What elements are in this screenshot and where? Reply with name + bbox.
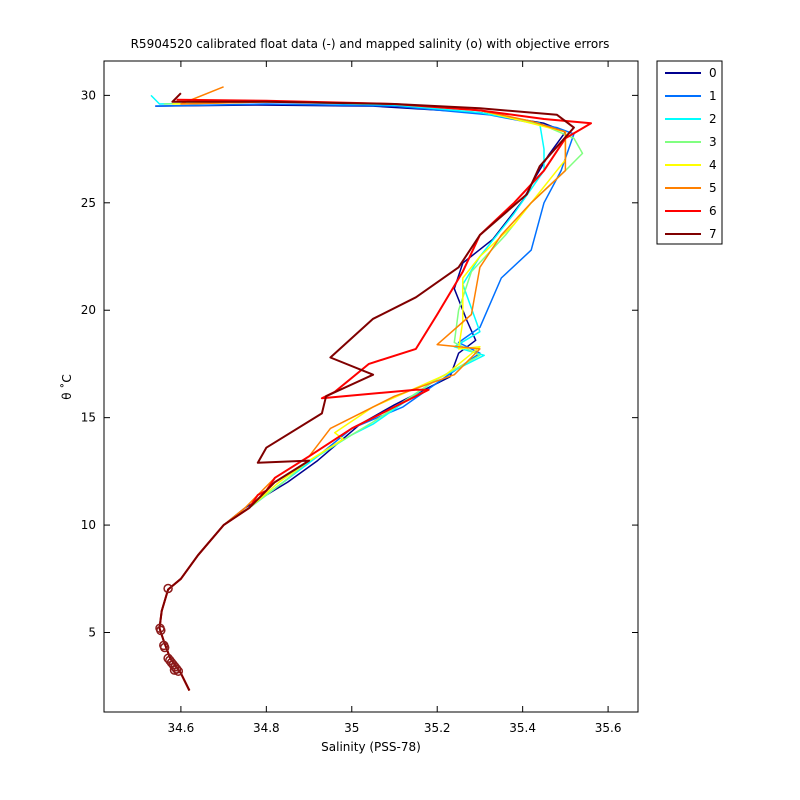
series-line-0 — [155, 104, 567, 691]
series-line-3 — [158, 101, 584, 691]
x-tick-label: 35.6 — [595, 721, 622, 735]
legend-label-0: 0 — [709, 66, 717, 80]
x-axis: 34.6 34.8 35 35.2 35.4 35.6 — [168, 61, 622, 735]
y-tick-label: 5 — [88, 626, 96, 640]
y-tick-label: 15 — [81, 411, 96, 425]
x-tick-label: 35 — [344, 721, 359, 735]
y-tick-label: 20 — [81, 303, 96, 317]
x-tick-label: 35.2 — [424, 721, 451, 735]
legend: 0 1 2 3 4 5 6 7 — [656, 60, 723, 245]
series-line-1 — [155, 103, 575, 691]
legend-label-4: 4 — [709, 158, 717, 172]
legend-label-7: 7 — [709, 227, 717, 241]
y-axis: 5 10 15 20 25 30 — [81, 88, 638, 640]
plot-area — [150, 86, 592, 691]
plot-frame — [103, 60, 639, 713]
mapped-point — [163, 583, 173, 594]
mapped-point — [159, 642, 170, 653]
mapped-point — [169, 665, 180, 675]
x-axis-label: Salinity (PSS-78) — [321, 740, 421, 754]
legend-label-5: 5 — [709, 181, 717, 195]
legend-box — [656, 60, 723, 245]
y-axis-label: θ ˚C — [59, 374, 74, 400]
y-tick-label: 10 — [81, 518, 96, 532]
series-line-5 — [158, 86, 567, 691]
x-tick-label: 35.4 — [509, 721, 536, 735]
legend-label-3: 3 — [709, 135, 717, 149]
series-line-2 — [150, 94, 545, 691]
mapped-point — [173, 666, 184, 676]
mapped-salinity-points — [155, 583, 184, 676]
x-tick-label: 34.6 — [168, 721, 195, 735]
y-tick-label: 30 — [81, 88, 96, 102]
legend-label-1: 1 — [709, 89, 717, 103]
y-tick-label: 25 — [81, 196, 96, 210]
series-line-4 — [158, 101, 567, 691]
mapped-point — [156, 625, 166, 636]
x-tick-label: 34.8 — [253, 721, 280, 735]
series-line-6 — [158, 98, 592, 691]
series-line-7 — [158, 92, 575, 691]
chart-title: R5904520 calibrated float data (-) and m… — [131, 37, 610, 51]
legend-label-6: 6 — [709, 204, 717, 218]
legend-label-2: 2 — [709, 112, 717, 126]
